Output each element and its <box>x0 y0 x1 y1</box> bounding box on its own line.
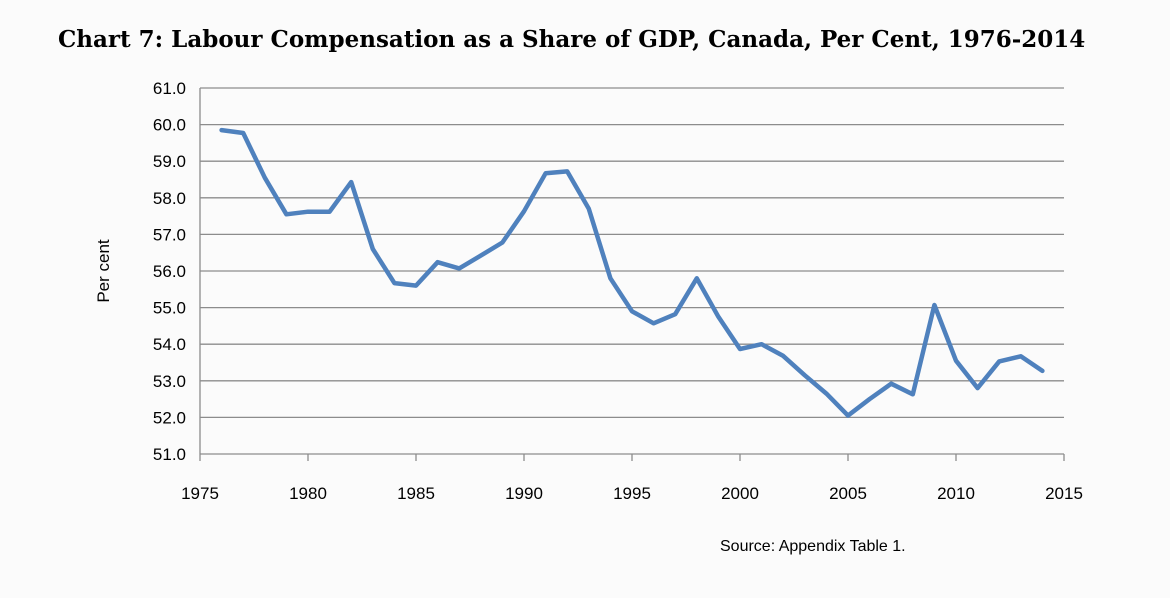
chart-title: Chart 7: Labour Compensation as a Share … <box>58 26 1086 53</box>
y-tick-label: 52.0 <box>153 408 186 427</box>
x-tick-label: 2010 <box>937 484 975 503</box>
y-tick-label: 53.0 <box>153 372 186 391</box>
x-tick-label: 1980 <box>289 484 327 503</box>
y-tick-label: 61.0 <box>153 79 186 98</box>
x-tick-label: 2005 <box>829 484 867 503</box>
y-tick-label: 51.0 <box>153 445 186 464</box>
y-axis-title: Per cent <box>94 239 113 303</box>
y-tick-label: 58.0 <box>153 189 186 208</box>
x-tick-label: 1995 <box>613 484 651 503</box>
y-tick-label: 54.0 <box>153 335 186 354</box>
x-tick-label: 1990 <box>505 484 543 503</box>
y-tick-label: 57.0 <box>153 225 186 244</box>
y-tick-label: 59.0 <box>153 152 186 171</box>
y-tick-label: 56.0 <box>153 262 186 281</box>
y-tick-label: 60.0 <box>153 116 186 135</box>
x-tick-label: 2015 <box>1045 484 1083 503</box>
x-tick-label: 2000 <box>721 484 759 503</box>
series-line <box>219 127 1045 418</box>
source-note: Source: Appendix Table 1. <box>720 538 906 555</box>
y-tick-label: 55.0 <box>153 299 186 318</box>
x-tick-label: 1985 <box>397 484 435 503</box>
x-tick-label: 1975 <box>181 484 219 503</box>
